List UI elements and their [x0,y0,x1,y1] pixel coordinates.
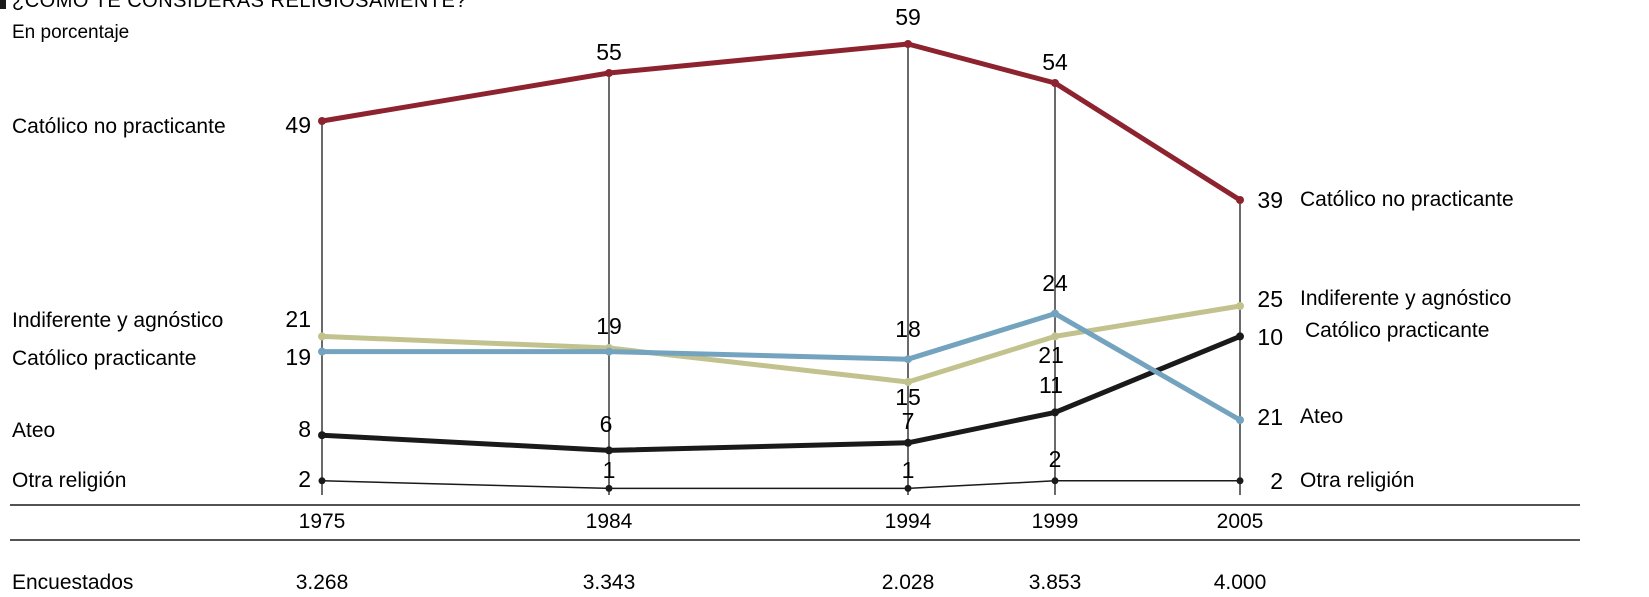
chart-title: ¿CÓMO TE CONSIDERAS RELIGIOSAMENTE? [12,0,467,12]
respondents-value: 2.028 [882,571,935,594]
data-label: 55 [596,39,622,65]
left-value: 21 [285,306,311,332]
data-point-catolico-practicante [1051,309,1059,318]
data-label: 11 [1039,372,1063,398]
right-value: 2 [1270,468,1283,494]
right-value: 21 [1257,404,1283,430]
respondents-value: 3.268 [296,571,349,594]
data-point-catolico-no-practicante [1236,196,1244,204]
left-value: 19 [285,344,311,370]
right-value: 39 [1257,187,1283,213]
x-tick-label: 1984 [586,510,633,533]
left-label-ateo: Ateo [12,419,55,442]
data-label: 2 [1049,446,1062,472]
data-point-catolico-practicante [1236,416,1244,424]
x-tick-label: 2005 [1217,510,1264,533]
series-lines [321,41,1242,490]
data-point-catolico-practicante [904,355,912,364]
respondents-label: Encuestados [12,571,133,594]
data-point-catolico-no-practicante [318,117,326,125]
data-label: 24 [1042,270,1068,296]
x-tick-labels: 1975 1984 1994 1999 2005 [299,510,1264,533]
series-line-indiferente-y-agnostico [321,303,1241,385]
data-point-indiferente-y-agnostico [904,378,912,386]
data-point-indiferente-y-agnostico [1051,332,1059,341]
right-value: 10 [1257,324,1283,350]
data-point-ateo [1051,408,1059,417]
series-points [318,40,1244,492]
data-label: 21 [1038,342,1064,368]
x-tick-label: 1994 [885,510,932,533]
data-label: 1 [603,457,616,483]
right-series-labels: 39 Católico no practicante 25 Indiferente y… [1257,187,1513,494]
left-value: 2 [298,466,311,492]
data-point-ateo [605,446,613,455]
data-point-otra-religion [1236,477,1244,485]
title-bullet [0,0,6,9]
data-label: 54 [1042,49,1068,75]
data-point-catolico-practicante [605,347,613,356]
left-label-indiferente-y-agnostico: Indiferente y agnóstico [12,309,223,332]
data-point-otra-religion [318,477,326,485]
data-point-catolico-no-practicante [605,69,613,77]
data-point-catolico-no-practicante [904,40,912,48]
x-tick-label: 1975 [299,510,346,533]
series-line-otra-religion [321,480,1240,490]
respondents-value: 4.000 [1214,571,1267,594]
left-value: 49 [285,112,311,138]
respondents-value: 3.343 [583,571,636,594]
data-label: 59 [895,4,921,30]
respondents-values: 3.268 3.343 2.028 3.853 4.000 [296,571,1267,594]
data-point-otra-religion [605,484,613,492]
right-label-indiferente-y-agnostico: Indiferente y agnóstico [1300,287,1511,310]
right-value: 25 [1257,286,1283,312]
left-label-catolico-no-practicante: Católico no practicante [12,115,226,138]
data-label: 19 [596,313,622,339]
data-label: 7 [902,408,915,434]
data-label: 6 [600,411,613,437]
data-label: 1 [902,457,915,483]
right-label-catolico-practicante: Católico practicante [1305,319,1489,342]
data-point-indiferente-y-agnostico [318,332,326,341]
left-value: 8 [298,416,311,442]
respondents-value: 3.853 [1029,571,1082,594]
left-series-labels: Católico no practicante 49 Indiferente y a… [12,112,311,492]
data-point-ateo [318,431,326,440]
chart-subtitle: En porcentaje [12,22,129,43]
series-line-catolico-no-practicante [321,41,1242,203]
data-point-ateo [1236,332,1244,341]
data-point-ateo [904,438,912,447]
left-label-catolico-practicante: Católico practicante [12,347,196,370]
right-label-ateo: Ateo [1300,405,1343,428]
right-label-catolico-no-practicante: Católico no practicante [1300,188,1514,211]
data-point-indiferente-y-agnostico [1236,302,1244,310]
data-label: 15 [895,384,921,410]
right-label-otra-religion: Otra religión [1300,469,1414,492]
left-label-otra-religion: Otra religión [12,469,126,492]
data-point-catolico-practicante [318,347,326,356]
data-point-otra-religion [904,484,912,492]
data-point-catolico-no-practicante [1051,79,1059,87]
data-label: 18 [895,316,921,342]
data-point-otra-religion [1051,477,1059,485]
x-tick-label: 1999 [1032,510,1079,533]
